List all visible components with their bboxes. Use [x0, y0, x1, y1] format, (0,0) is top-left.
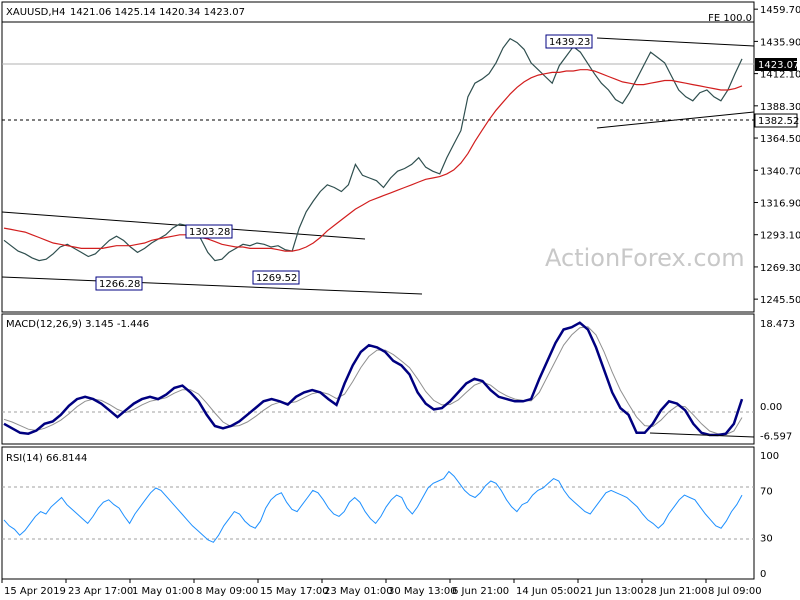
macd-panel-frame — [1, 313, 755, 445]
support-price-marker: 1382.52 — [754, 113, 799, 128]
symbol-label: XAUUSD,H4 — [6, 7, 65, 18]
fe-label: FE 100.0 — [708, 13, 752, 24]
current-price-marker-label: 1423.07 — [758, 60, 799, 71]
rsi-tick-label: 30 — [760, 534, 773, 545]
support-price-marker-label: 1382.52 — [758, 116, 799, 127]
time-tick-label: 28 Jun 21:00 — [644, 586, 708, 597]
annotation-1303-label: 1303.28 — [189, 227, 230, 238]
price-axis: 1459.70 1435.90 1412.10 1388.30 1364.50 1340.… — [754, 5, 800, 306]
price-panel-frame — [1, 1, 755, 313]
moving-average-line — [3, 69, 743, 252]
time-tick-label: 8 May 09:00 — [196, 586, 258, 597]
rsi-tick-label: 70 — [760, 486, 773, 497]
rsi-panel-frame — [1, 446, 755, 580]
price-tick-label: 1459.70 — [760, 5, 800, 16]
time-tick-label: 8 Jul 09:00 — [708, 586, 762, 597]
time-tick-label: 21 Jun 13:00 — [580, 586, 644, 597]
time-tick-label: 15 Apr 2019 — [4, 586, 66, 597]
price-series-line — [3, 37, 743, 262]
price-tick-label: 1364.50 — [760, 134, 800, 145]
annotation-1439-label: 1439.23 — [549, 37, 590, 48]
time-tick-label: 15 May 17:00 — [260, 586, 329, 597]
annotation-1439: 1439.23 — [545, 34, 593, 49]
current-price-marker: 1423.07 — [755, 58, 799, 71]
price-tick-label: 1316.90 — [760, 198, 800, 209]
trendline-lower-triangle — [596, 111, 755, 129]
macd-tick-label: 0.00 — [760, 402, 782, 413]
trendline-upper-triangle — [596, 37, 755, 47]
macd-signal-line — [3, 326, 743, 436]
price-tick-label: 1293.10 — [760, 231, 800, 242]
macd-tick-label: -6.597 — [760, 431, 792, 442]
trendline-lower-channel — [1, 276, 423, 295]
macd-label: MACD(12,26,9) 3.145 -1.446 — [6, 319, 149, 330]
trendline-upper-channel — [1, 211, 366, 240]
annotation-1269-label: 1269.52 — [256, 273, 297, 284]
macd-axis: 18.473 0.00 -6.597 — [760, 319, 795, 443]
time-tick-label: 14 Jun 05:00 — [516, 586, 580, 597]
rsi-series-line — [3, 470, 743, 543]
macd-trendline — [649, 432, 755, 438]
time-tick-label: 23 Apr 17:00 — [68, 586, 133, 597]
rsi-label: RSI(14) 66.8144 — [6, 453, 87, 464]
annotation-1266-label: 1266.28 — [99, 279, 140, 290]
annotation-1303: 1303.28 — [185, 224, 233, 239]
time-tick-label: 6 Jun 21:00 — [452, 586, 509, 597]
annotation-1269: 1269.52 — [252, 270, 300, 285]
time-tick-label: 1 May 01:00 — [132, 586, 194, 597]
macd-main-line — [3, 321, 744, 437]
annotation-1266: 1266.28 — [95, 276, 143, 291]
price-tick-label: 1388.30 — [760, 102, 800, 113]
price-tick-label: 1340.70 — [760, 166, 800, 177]
time-tick-label: 23 May 01:00 — [324, 586, 393, 597]
time-tick-label: 30 May 13:00 — [388, 586, 457, 597]
macd-tick-label: 18.473 — [760, 319, 795, 330]
ohlc-header: 1421.06 1425.14 1420.34 1423.07 — [70, 7, 245, 18]
price-tick-label: 1412.10 — [760, 70, 800, 81]
watermark-text: ActionForex.com — [545, 244, 745, 272]
price-tick-label: 1435.90 — [760, 37, 800, 48]
rsi-tick-label: 100 — [760, 451, 779, 462]
time-axis: 15 Apr 2019 23 Apr 17:001 May 01:00 8 May … — [1, 579, 762, 597]
rsi-tick-label: 0 — [760, 569, 766, 580]
price-tick-label: 1245.50 — [760, 295, 800, 306]
rsi-axis: 100 70 30 0 — [760, 451, 779, 580]
price-tick-label: 1269.30 — [760, 263, 800, 274]
